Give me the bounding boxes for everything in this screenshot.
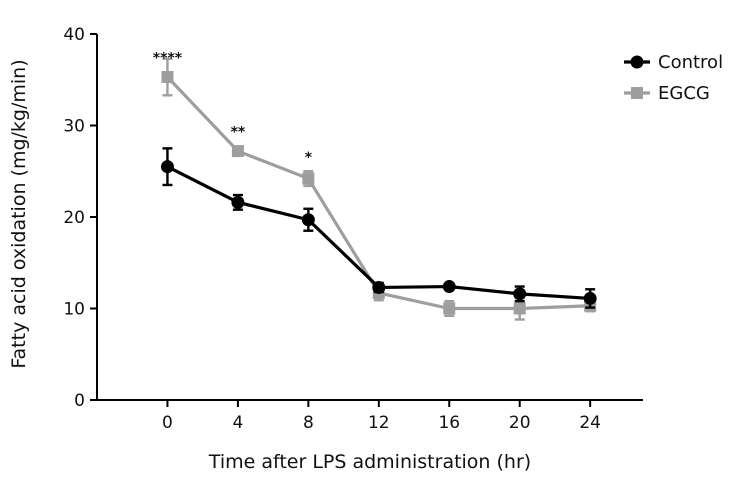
x-tick-label: 8 xyxy=(303,413,314,433)
data-point-circle xyxy=(442,280,456,294)
axes: 0 10 20 30 40 0 4 8 12 16 20 24 xyxy=(63,25,643,433)
x-tick-label: 0 xyxy=(162,413,173,433)
data-point-square xyxy=(161,71,174,84)
legend-item-egcg: EGCG xyxy=(624,83,710,104)
legend-item-control: Control xyxy=(624,52,723,73)
x-axis-title: Time after LPS administration (hr) xyxy=(208,451,531,473)
data-point-square xyxy=(302,172,315,185)
data-point-circle xyxy=(160,160,174,174)
y-tick-label: 10 xyxy=(63,300,85,320)
legend-marker-circle xyxy=(630,55,644,69)
series-control xyxy=(160,147,597,309)
legend-marker-square xyxy=(631,87,643,99)
data-point-circle xyxy=(513,287,527,301)
series-layer xyxy=(160,57,597,321)
data-point-square xyxy=(513,302,526,315)
y-tick-label: 0 xyxy=(74,391,85,411)
legend-label: Control xyxy=(658,52,723,73)
series-line xyxy=(166,165,591,301)
legend: Control EGCG xyxy=(624,52,723,104)
series-line xyxy=(166,75,591,311)
y-tick-label: 40 xyxy=(63,25,85,45)
y-tick-label: 30 xyxy=(63,117,85,137)
significance-label: ** xyxy=(231,124,246,140)
significance-label: * xyxy=(305,150,313,166)
annotation-layer: ******* xyxy=(153,50,313,166)
y-tick-label: 20 xyxy=(63,208,85,228)
data-point-circle xyxy=(372,280,386,294)
series-egcg xyxy=(161,57,597,321)
data-point-circle xyxy=(231,195,245,209)
data-point-square xyxy=(443,302,456,315)
x-tick-label: 24 xyxy=(579,413,601,433)
x-tick-label: 16 xyxy=(438,413,460,433)
data-point-square xyxy=(231,145,244,158)
x-tick-label: 20 xyxy=(509,413,531,433)
x-tick-label: 4 xyxy=(232,413,243,433)
x-tick-label: 12 xyxy=(368,413,390,433)
data-point-circle xyxy=(583,291,597,305)
data-point-circle xyxy=(301,213,315,227)
significance-label: **** xyxy=(153,50,183,66)
legend-label: EGCG xyxy=(658,83,710,104)
y-axis-title: Fatty acid oxidation (mg/kg/min) xyxy=(8,59,30,368)
